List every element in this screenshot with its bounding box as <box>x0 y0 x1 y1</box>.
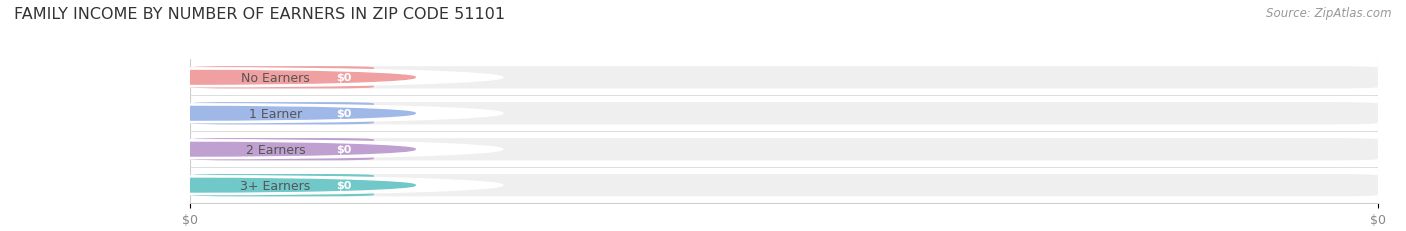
Text: $0: $0 <box>336 145 352 155</box>
Text: 1 Earner: 1 Earner <box>249 107 302 120</box>
FancyBboxPatch shape <box>190 174 1378 197</box>
Circle shape <box>0 104 503 123</box>
Text: No Earners: No Earners <box>240 71 309 85</box>
FancyBboxPatch shape <box>190 67 1378 89</box>
Text: FAMILY INCOME BY NUMBER OF EARNERS IN ZIP CODE 51101: FAMILY INCOME BY NUMBER OF EARNERS IN ZI… <box>14 7 505 22</box>
FancyBboxPatch shape <box>190 103 374 125</box>
Circle shape <box>0 179 415 192</box>
Text: $0: $0 <box>336 109 352 119</box>
Text: $0: $0 <box>336 73 352 83</box>
FancyBboxPatch shape <box>190 138 1378 161</box>
FancyBboxPatch shape <box>190 103 1378 125</box>
Circle shape <box>0 69 503 87</box>
Text: Source: ZipAtlas.com: Source: ZipAtlas.com <box>1267 7 1392 20</box>
FancyBboxPatch shape <box>190 174 374 197</box>
Circle shape <box>0 71 415 85</box>
Text: 3+ Earners: 3+ Earners <box>240 179 311 192</box>
Text: $0: $0 <box>336 180 352 190</box>
Circle shape <box>0 140 503 159</box>
FancyBboxPatch shape <box>190 138 374 161</box>
Circle shape <box>0 143 415 156</box>
Circle shape <box>0 176 503 195</box>
Text: 2 Earners: 2 Earners <box>246 143 305 156</box>
Circle shape <box>0 107 415 121</box>
FancyBboxPatch shape <box>190 67 374 89</box>
